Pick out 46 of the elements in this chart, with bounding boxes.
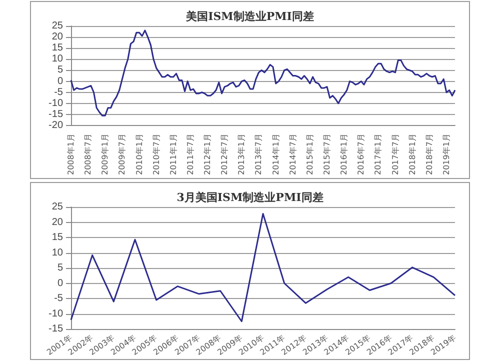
x-tick-label: 2009年1月 [100, 134, 110, 176]
x-tick-label: 2013年7月 [254, 134, 264, 176]
x-tick-label: 2016年1月 [340, 134, 349, 176]
y-tick-label: 25 [52, 20, 64, 32]
x-tick-label: 2010年7月 [152, 134, 161, 176]
x-tick-label: 2012年7月 [220, 134, 230, 176]
line-series [70, 212, 456, 322]
x-tick-label: 2019年1月 [442, 134, 451, 176]
x-tick-label: 2017年1月 [374, 134, 383, 176]
x-tick-label: 2014年7月 [288, 134, 298, 176]
x-tick-label: 2010年1月 [134, 134, 144, 176]
y-tick-label: 20 [52, 32, 64, 43]
y-tick-label: 5 [57, 64, 64, 76]
x-tick-label: 2017年7月 [390, 134, 400, 176]
y-tick-label: -10 [48, 98, 64, 109]
chart-title: 3月美国ISM制造业PMI同差 [176, 191, 324, 204]
chart-title: 美国ISM制造业PMI同差 [185, 10, 314, 23]
x-tick-label: 2008年1月 [66, 134, 76, 176]
line-series [70, 30, 456, 116]
x-tick-label: 2018年1月 [408, 134, 417, 176]
y-tick-label: 25 [52, 202, 64, 212]
y-tick-label: 20 [52, 216, 64, 228]
y-tick-label: -15 [48, 108, 64, 120]
x-tick-label: 2016年7月 [356, 134, 366, 176]
x-tick-label: 2011年7月 [186, 134, 195, 176]
y-tick-label: -20 [48, 120, 64, 132]
x-tick-label: 2013年1月 [237, 134, 246, 176]
x-tick-label: 2018年7月 [424, 134, 434, 176]
y-tick-label: 0 [57, 76, 64, 87]
y-tick-label: -5 [54, 86, 64, 98]
y-tick-label: 10 [52, 54, 64, 65]
y-tick-label: 15 [52, 42, 64, 54]
x-tick-label: 2009年7月 [118, 134, 127, 176]
x-tick-label: 2008年7月 [84, 134, 93, 176]
x-tick-label: 2015年7月 [322, 134, 332, 176]
x-tick-label: 2015年1月 [305, 134, 314, 176]
x-tick-label: 2014年1月 [271, 134, 280, 176]
x-tick-label: 2012年1月 [203, 134, 212, 176]
y-tick-label: 0 [57, 278, 64, 289]
y-tick-label: 15 [52, 232, 64, 243]
y-tick-label: 5 [57, 262, 64, 274]
y-tick-label: 10 [52, 247, 64, 258]
y-tick-label: -5 [54, 293, 64, 304]
x-tick-label: 2011年1月 [168, 134, 178, 176]
y-tick-label: -10 [48, 308, 64, 320]
y-tick-label: -15 [48, 324, 64, 334]
